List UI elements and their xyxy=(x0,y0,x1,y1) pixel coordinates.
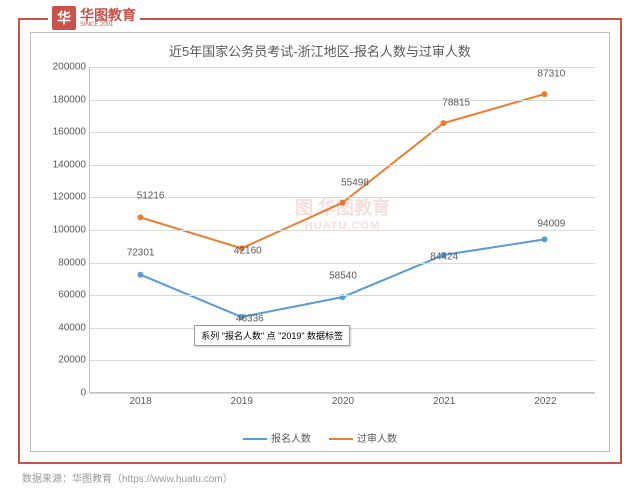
y-tick-label: 60000 xyxy=(36,290,90,301)
x-tick-label: 2020 xyxy=(313,392,373,407)
gridline xyxy=(90,132,595,133)
gridline xyxy=(90,295,595,296)
data-label: 94009 xyxy=(537,218,565,229)
gridline xyxy=(90,197,595,198)
y-tick-label: 180000 xyxy=(36,94,90,105)
data-point[interactable] xyxy=(541,91,547,97)
gridline xyxy=(90,230,595,231)
logo-square-icon: 华 xyxy=(52,6,76,30)
gridline xyxy=(90,100,595,101)
legend-label: 报名人数 xyxy=(271,434,311,445)
data-label: 42160 xyxy=(234,245,262,256)
data-label: 51216 xyxy=(137,190,165,201)
x-tick-label: 2018 xyxy=(111,392,171,407)
data-label: 46336 xyxy=(236,314,264,325)
series-line xyxy=(140,94,544,248)
brand-logo: 华 华图教育 SINCE 2001 xyxy=(48,6,140,30)
chart-container: 近5年国家公务员考试-浙江地区-报名人数与过审人数 图 华图教育 HUATU.C… xyxy=(30,32,610,452)
y-tick-label: 20000 xyxy=(36,355,90,366)
legend-item[interactable]: 过审人数 xyxy=(329,430,397,445)
gridline xyxy=(90,263,595,264)
point-tooltip: 系列 "报名人数" 点 "2019" 数据标签 xyxy=(194,325,350,346)
data-point[interactable] xyxy=(440,120,446,126)
data-label: 58540 xyxy=(329,270,357,281)
legend: 报名人数 过审人数 xyxy=(31,430,609,445)
y-tick-label: 140000 xyxy=(36,159,90,170)
x-tick-label: 2022 xyxy=(515,392,575,407)
x-tick-label: 2019 xyxy=(212,392,272,407)
legend-swatch-icon xyxy=(243,438,267,440)
plot-area: 图 华图教育 HUATU.COM 02000040000600008000010… xyxy=(89,67,595,393)
data-point[interactable] xyxy=(541,236,547,242)
legend-item[interactable]: 报名人数 xyxy=(243,430,311,445)
y-tick-label: 0 xyxy=(36,388,90,399)
data-label: 84424 xyxy=(430,252,458,263)
legend-swatch-icon xyxy=(329,438,353,440)
data-source: 数据来源：华图教育（https://www.huatu.com） xyxy=(22,470,233,485)
gridline xyxy=(90,360,595,361)
data-point[interactable] xyxy=(138,272,144,278)
y-tick-label: 40000 xyxy=(36,322,90,333)
data-label: 72301 xyxy=(127,248,155,259)
x-tick-label: 2021 xyxy=(414,392,474,407)
data-point[interactable] xyxy=(339,200,345,206)
y-tick-label: 80000 xyxy=(36,257,90,268)
data-label: 55498 xyxy=(341,178,369,189)
logo-cn: 华图教育 xyxy=(80,8,136,22)
data-point[interactable] xyxy=(138,214,144,220)
gridline xyxy=(90,67,595,68)
y-tick-label: 100000 xyxy=(36,225,90,236)
data-label: 87310 xyxy=(537,69,565,80)
legend-label: 过审人数 xyxy=(357,434,397,445)
gridline xyxy=(90,165,595,166)
y-tick-label: 120000 xyxy=(36,192,90,203)
data-label: 78815 xyxy=(442,98,470,109)
y-tick-label: 200000 xyxy=(36,62,90,73)
chart-title: 近5年国家公务员考试-浙江地区-报名人数与过审人数 xyxy=(31,33,609,64)
y-tick-label: 160000 xyxy=(36,127,90,138)
